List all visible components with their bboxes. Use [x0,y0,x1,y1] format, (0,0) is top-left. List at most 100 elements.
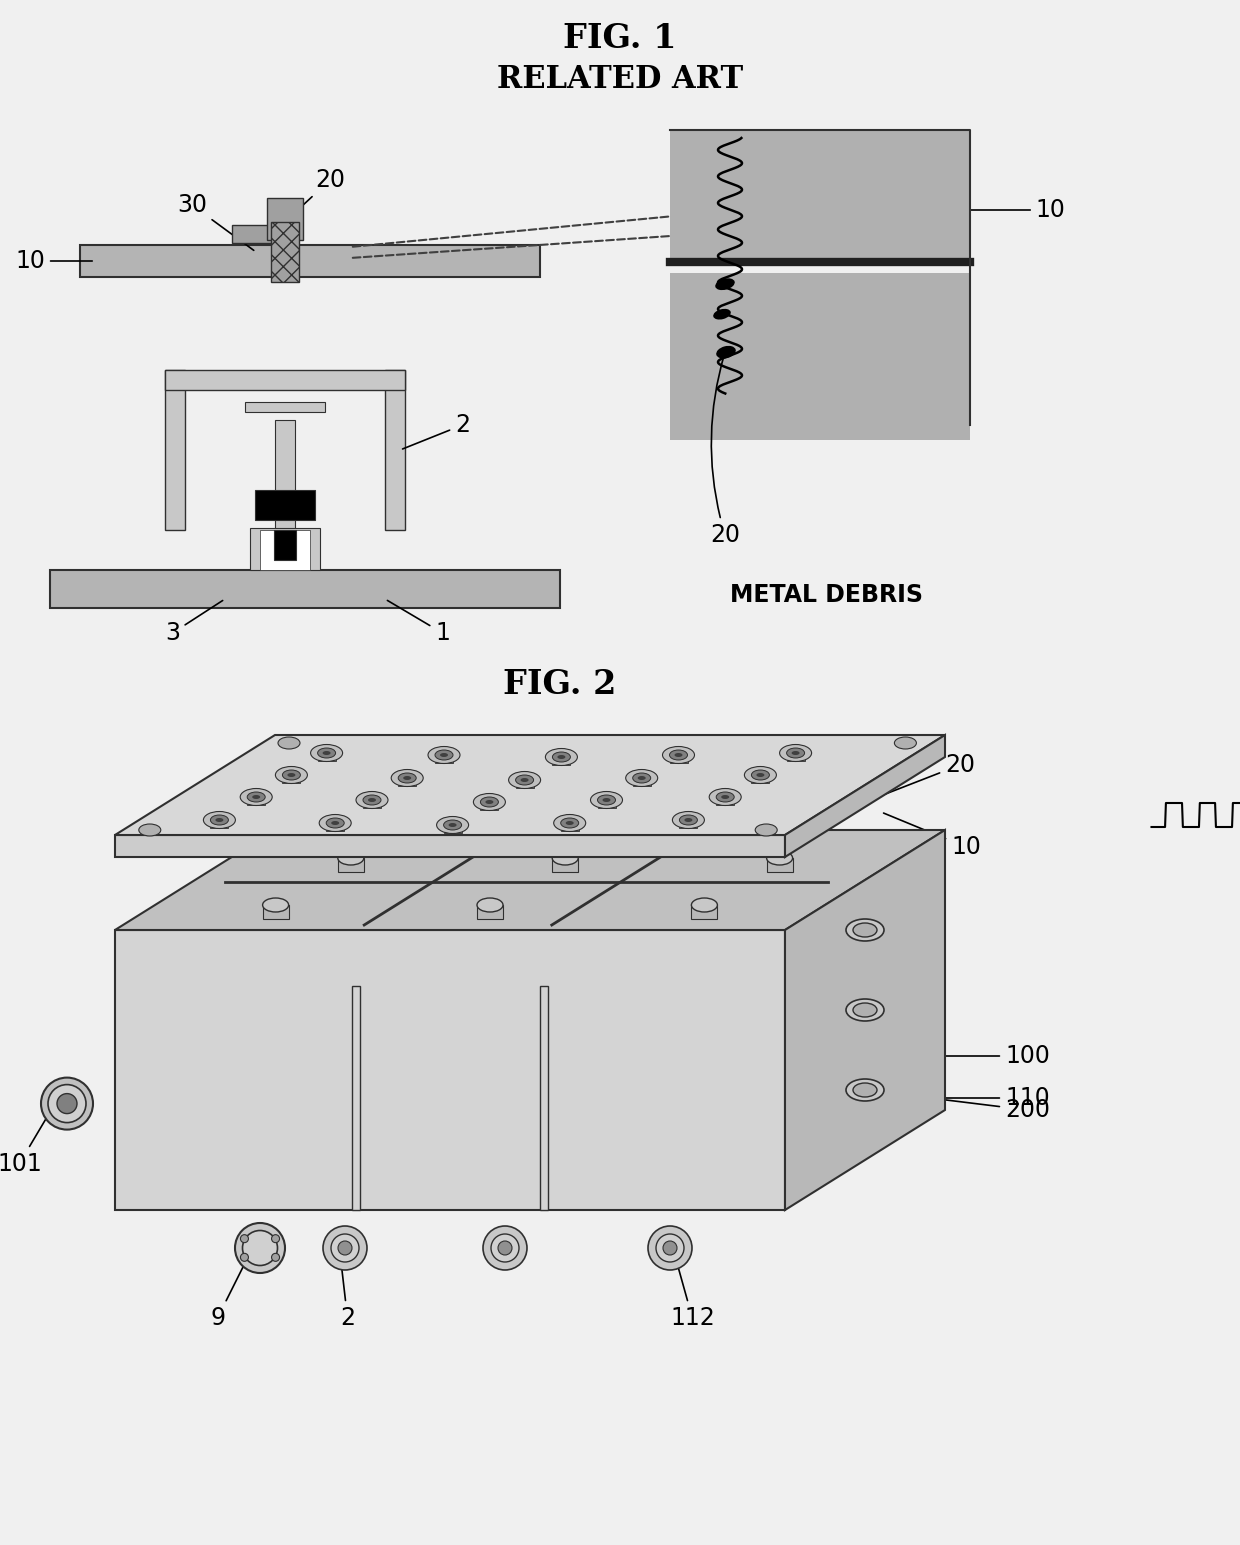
Text: FIG. 2: FIG. 2 [503,669,616,701]
Text: 101: 101 [0,1111,51,1176]
Ellipse shape [649,1227,692,1270]
Bar [552,757,570,765]
Ellipse shape [552,851,578,865]
Ellipse shape [391,769,423,786]
Text: 10: 10 [15,249,92,273]
Ellipse shape [236,1224,285,1273]
Ellipse shape [368,799,376,802]
Bar [275,420,295,530]
Text: 2: 2 [340,1256,355,1330]
Ellipse shape [755,823,777,836]
Ellipse shape [243,1230,278,1265]
Ellipse shape [554,814,585,831]
Ellipse shape [751,769,769,780]
Ellipse shape [598,796,615,805]
Ellipse shape [717,793,734,802]
Ellipse shape [444,820,461,830]
Bar [670,756,687,763]
Bar [786,752,805,762]
Ellipse shape [853,1083,877,1097]
Ellipse shape [491,1234,520,1262]
Ellipse shape [322,1227,367,1270]
Bar [560,823,579,831]
Ellipse shape [203,811,236,828]
Text: 20: 20 [873,752,975,799]
Text: METAL DEBRIS: METAL DEBRIS [730,582,923,607]
Ellipse shape [272,1234,279,1242]
Bar [250,528,320,570]
Ellipse shape [403,776,412,780]
Ellipse shape [846,1078,884,1102]
Ellipse shape [474,794,506,811]
Bar [552,857,578,871]
Ellipse shape [278,737,300,749]
Bar [692,905,718,919]
Polygon shape [115,830,945,930]
Ellipse shape [552,752,570,762]
Ellipse shape [662,746,694,763]
Ellipse shape [626,769,657,786]
Text: 9: 9 [210,1256,249,1330]
Ellipse shape [48,1085,86,1123]
Text: 30: 30 [177,193,254,250]
Ellipse shape [684,817,692,822]
Ellipse shape [786,748,805,759]
Ellipse shape [632,772,651,783]
Ellipse shape [139,823,161,836]
Ellipse shape [331,820,340,825]
Ellipse shape [477,898,503,912]
Bar [477,905,503,919]
Bar [670,272,970,440]
Bar [260,530,310,570]
Text: 12: 12 [305,746,335,820]
Ellipse shape [331,1234,360,1262]
Bar [751,776,769,783]
Bar [263,905,289,919]
Bar [337,857,363,871]
Ellipse shape [41,1077,93,1129]
Ellipse shape [57,1094,77,1114]
Ellipse shape [780,745,812,762]
Ellipse shape [498,1241,512,1255]
Bar [246,402,325,413]
Bar [115,930,785,1210]
Text: 100: 100 [792,1044,1050,1068]
Text: 2: 2 [403,413,470,450]
Bar [680,820,697,828]
Ellipse shape [288,772,295,777]
Bar [283,776,300,783]
Ellipse shape [663,1241,677,1255]
Ellipse shape [216,817,223,822]
Ellipse shape [326,817,345,828]
Ellipse shape [791,751,800,756]
Ellipse shape [766,851,792,865]
Bar [274,530,296,559]
Bar [232,226,280,243]
Ellipse shape [356,791,388,808]
Text: 3: 3 [165,601,223,644]
Bar [598,800,615,808]
Bar [317,752,336,762]
Bar [384,369,405,530]
Bar [539,986,548,1210]
Text: 11: 11 [572,746,630,820]
Ellipse shape [590,791,622,808]
Ellipse shape [241,1234,248,1242]
Bar [717,797,734,805]
Bar [444,825,461,833]
Bar [480,802,498,810]
Ellipse shape [440,752,448,757]
Bar [632,779,651,786]
Bar [267,198,303,239]
Ellipse shape [435,749,453,760]
Polygon shape [785,735,945,857]
Text: 110: 110 [792,1086,1050,1109]
Ellipse shape [272,1253,279,1261]
Ellipse shape [656,1234,684,1262]
Ellipse shape [310,745,342,762]
Text: 10: 10 [884,813,981,859]
Ellipse shape [672,811,704,828]
Ellipse shape [675,752,682,757]
Ellipse shape [317,748,336,759]
Ellipse shape [546,748,578,765]
